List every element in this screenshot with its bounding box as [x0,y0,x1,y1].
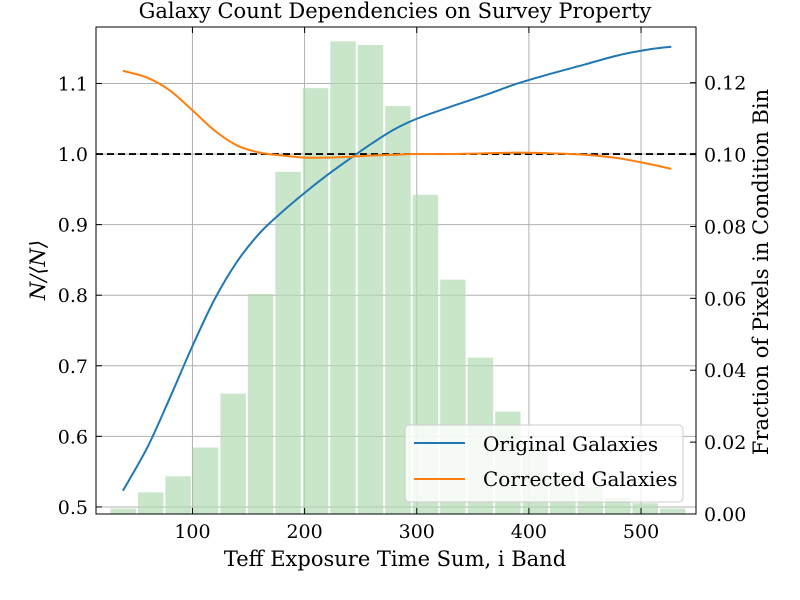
x-tick-label-4: 500 [623,521,659,543]
x-tick-label-0: 100 [174,521,210,543]
x-tick-label-3: 400 [511,521,547,543]
histogram-bar-3 [192,447,219,514]
x-tick-labels: 100 200 300 400 500 [174,521,659,543]
histogram-bar-2 [165,476,191,514]
y-tick-label-0: 0.5 [58,497,88,519]
y2-tick-label-2: 0.04 [704,360,746,382]
y-tick-labels: 0.5 0.6 0.7 0.8 0.9 1.0 1.1 [58,73,88,518]
histogram-bar-5 [247,294,274,514]
y-tick-label-5: 1.0 [58,144,88,166]
legend-label-original: Original Galaxies [483,432,658,456]
histogram-bar-19 [632,503,658,514]
histogram-bar-7 [302,88,329,514]
histogram-bar-4 [220,393,246,514]
axis-ticks [96,27,696,515]
histogram-bar-6 [275,171,301,514]
y-tick-label-1: 0.6 [58,426,88,448]
y-tick-label-2: 0.7 [58,356,88,378]
histogram-bar-20 [659,508,686,514]
legend-label-corrected: Corrected Galaxies [483,467,678,491]
y2-tick-label-6: 0.12 [704,73,746,95]
series-line-1 [122,69,672,170]
y-tick-label-6: 1.1 [58,73,88,95]
y2-tick-label-1: 0.02 [704,432,746,454]
y-axis-label: N/⟨N⟩ [26,240,50,301]
histogram-bar-1 [137,492,164,514]
y2-axis-label: Fraction of Pixels in Condition Bin [749,89,773,455]
y-tick-label-4: 0.9 [58,215,88,237]
y2-tick-label-3: 0.06 [704,288,746,310]
series-lines [122,45,672,492]
x-axis-label: Teff Exposure Time Sum, i Band [224,547,566,571]
histogram-bar-9 [357,44,384,514]
y-tick-label-3: 0.8 [58,285,88,307]
legend-box [404,424,684,503]
chart-title: Galaxy Count Dependencies on Survey Prop… [139,0,652,23]
y2-tick-label-4: 0.08 [704,216,746,238]
x-tick-label-2: 300 [399,521,435,543]
plot-frame [95,26,697,515]
y2-tick-label-0: 0.00 [704,504,746,526]
histogram-bar-8 [330,41,356,515]
y2-tick-labels: 0.00 0.02 0.04 0.06 0.08 0.10 0.12 [704,73,746,526]
series-line-0 [122,45,672,492]
legend: Original Galaxies Corrected Galaxies [404,424,684,503]
x-tick-label-1: 200 [286,521,322,543]
y2-tick-label-5: 0.10 [704,145,746,167]
histogram-bar-0 [110,508,136,514]
